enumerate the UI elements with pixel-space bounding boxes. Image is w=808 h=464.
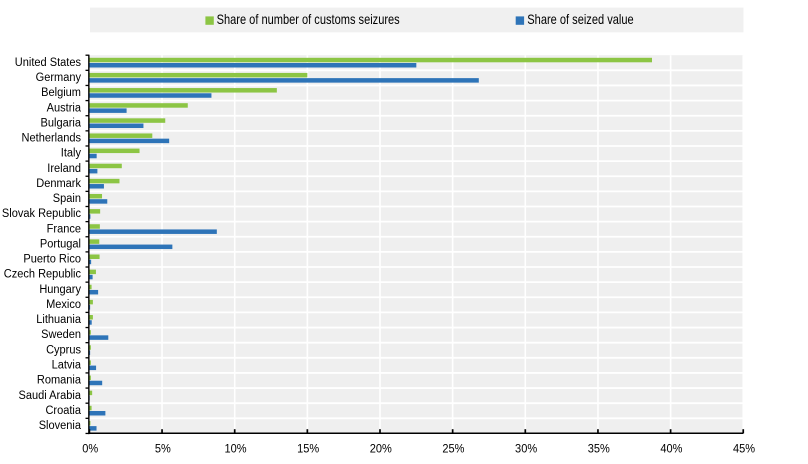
svg-text:Croatia: Croatia <box>45 405 81 417</box>
svg-text:5%: 5% <box>155 443 171 455</box>
svg-text:20%: 20% <box>370 443 392 455</box>
svg-text:0%: 0% <box>82 443 98 455</box>
svg-text:Italy: Italy <box>61 147 81 159</box>
svg-text:40%: 40% <box>660 443 682 455</box>
svg-text:Sweden: Sweden <box>41 329 81 341</box>
svg-text:25%: 25% <box>442 443 464 455</box>
svg-text:Spain: Spain <box>53 193 81 205</box>
svg-text:Share of number of customs sei: Share of number of customs seizures <box>217 12 400 27</box>
svg-text:30%: 30% <box>515 443 537 455</box>
svg-text:Slovenia: Slovenia <box>39 420 82 432</box>
svg-text:Latvia: Latvia <box>52 359 82 371</box>
svg-text:Denmark: Denmark <box>36 178 81 190</box>
svg-text:10%: 10% <box>224 443 246 455</box>
svg-text:Portugal: Portugal <box>40 238 81 250</box>
svg-text:Hungary: Hungary <box>39 283 81 295</box>
svg-text:15%: 15% <box>297 443 319 455</box>
svg-text:35%: 35% <box>588 443 610 455</box>
svg-text:Czech Republic: Czech Republic <box>4 268 81 280</box>
svg-text:Share of seized value: Share of seized value <box>527 12 633 27</box>
svg-text:Ireland: Ireland <box>47 162 81 174</box>
svg-text:45%: 45% <box>733 443 755 455</box>
svg-text:United States: United States <box>15 57 81 69</box>
svg-text:Slovak Republic: Slovak Republic <box>2 208 81 220</box>
svg-text:Germany: Germany <box>36 72 82 84</box>
svg-text:Bulgaria: Bulgaria <box>41 117 82 129</box>
svg-text:Netherlands: Netherlands <box>22 132 82 144</box>
svg-text:Saudi Arabia: Saudi Arabia <box>18 389 81 401</box>
svg-text:Austria: Austria <box>47 102 82 114</box>
svg-text:France: France <box>47 223 81 235</box>
svg-text:Puerto Rico: Puerto Rico <box>23 253 81 265</box>
svg-text:Mexico: Mexico <box>46 299 81 311</box>
svg-text:Belgium: Belgium <box>41 87 81 99</box>
svg-text:Cyprus: Cyprus <box>46 344 81 356</box>
svg-text:Lithuania: Lithuania <box>36 314 81 326</box>
svg-text:Romania: Romania <box>37 374 82 386</box>
